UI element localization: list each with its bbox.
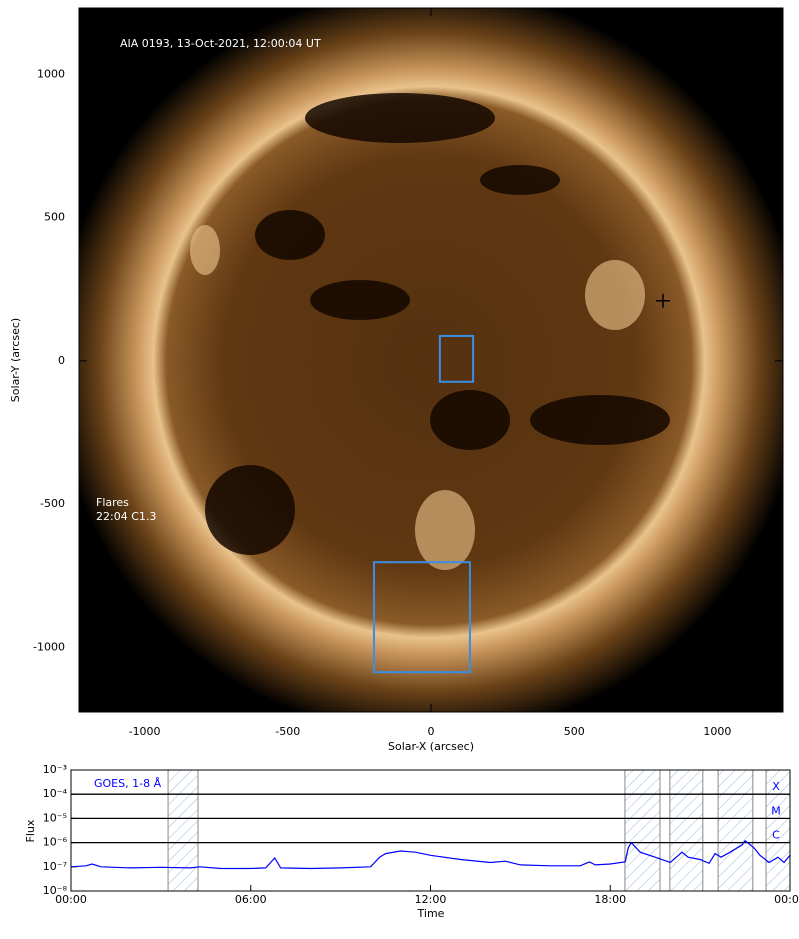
y-tick-label: 500 bbox=[44, 211, 65, 224]
x-tick-label: 12:00 bbox=[415, 893, 447, 906]
x-tick-label: 18:00 bbox=[594, 893, 626, 906]
y-tick-label: 10⁻³ bbox=[43, 763, 67, 776]
solar-image bbox=[79, 8, 783, 712]
x-tick-label: -500 bbox=[275, 725, 300, 738]
class-label: C bbox=[772, 829, 780, 842]
y-tick-label: -1000 bbox=[33, 640, 65, 653]
shaded-interval bbox=[669, 769, 704, 892]
x-tick-label: 00:00 bbox=[55, 893, 87, 906]
x-axis-label: Solar-X (arcsec) bbox=[388, 740, 474, 753]
plot-frame bbox=[70, 769, 791, 892]
y-tick-label: 10⁻⁷ bbox=[43, 860, 67, 873]
shaded-interval bbox=[717, 769, 754, 892]
x-tick-label: 1000 bbox=[703, 725, 731, 738]
annotation: Flares bbox=[96, 496, 129, 509]
y-axis-label: Solar-Y (arcsec) bbox=[9, 318, 22, 402]
y-tick-label: 0 bbox=[58, 354, 65, 367]
flux-line bbox=[70, 839, 791, 870]
y-tick-label: 10⁻⁴ bbox=[43, 787, 68, 800]
y-tick-label: 10⁻⁵ bbox=[43, 811, 67, 824]
shaded-interval bbox=[167, 769, 199, 892]
y-tick-label: 1000 bbox=[37, 67, 65, 80]
y-tick-label: 10⁻⁸ bbox=[43, 884, 68, 897]
image-title: AIA 0193, 13-Oct-2021, 12:00:04 UT bbox=[120, 37, 321, 50]
x-tick-label: 500 bbox=[564, 725, 585, 738]
class-label: X bbox=[772, 780, 780, 793]
x-tick-label: 00:00 bbox=[774, 893, 799, 906]
y-tick-label: -500 bbox=[40, 497, 65, 510]
plot-title: GOES, 1-8 Å bbox=[94, 777, 162, 790]
x-tick-label: 0 bbox=[428, 725, 435, 738]
class-label: M bbox=[771, 804, 781, 817]
x-axis-label: Time bbox=[417, 907, 445, 920]
crosshair bbox=[655, 293, 670, 308]
x-tick-label: 06:00 bbox=[235, 893, 267, 906]
x-tick-label: -1000 bbox=[129, 725, 161, 738]
y-axis-label: Flux bbox=[24, 819, 37, 842]
annotation: 22:04 C1.3 bbox=[96, 510, 156, 523]
shaded-interval bbox=[624, 769, 661, 892]
region-box bbox=[373, 561, 471, 674]
y-tick-label: 10⁻⁶ bbox=[43, 836, 68, 849]
region-box bbox=[438, 334, 475, 383]
